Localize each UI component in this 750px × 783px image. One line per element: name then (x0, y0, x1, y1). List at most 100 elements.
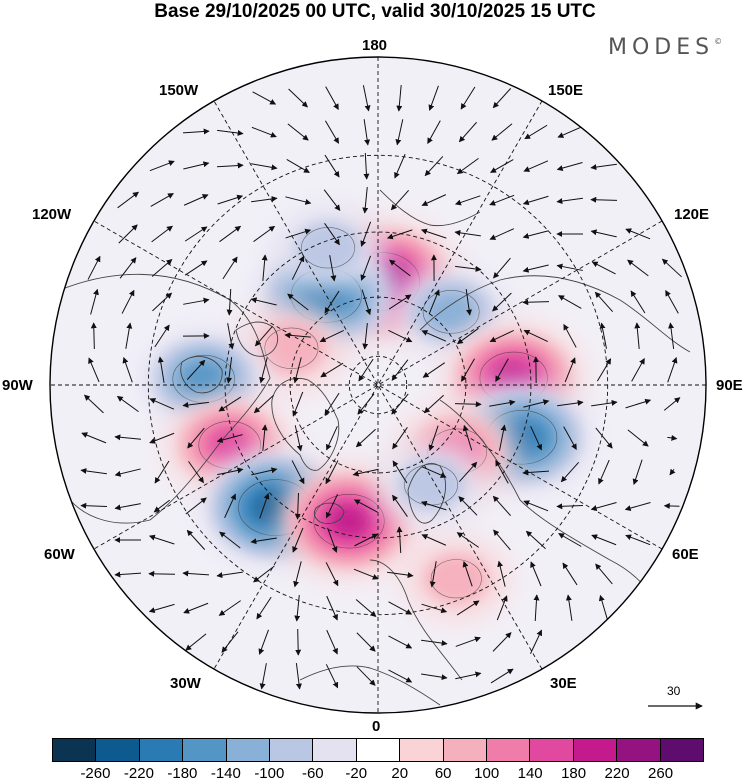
hudson-bay-coast (180, 355, 223, 394)
wind-vector (421, 466, 447, 478)
wind-vector (428, 289, 440, 315)
map-disc (50, 57, 706, 713)
colorbar-tick-label: 20 (391, 765, 409, 782)
wind-vector (320, 362, 344, 378)
wind-vector (390, 189, 410, 211)
anomaly-contour (397, 458, 465, 511)
wind-vector (221, 631, 239, 653)
wind-vector (114, 571, 142, 578)
wind-vector (152, 292, 173, 312)
wind-vector (184, 226, 208, 242)
lon-label-120e: 120E (674, 206, 710, 223)
wind-vector (492, 88, 512, 109)
wind-vector (80, 467, 107, 475)
wind-vector (562, 562, 578, 586)
wind-vector (357, 393, 375, 415)
colorbar-swatch (617, 739, 661, 761)
colorbar-swatch (443, 739, 488, 761)
wind-vector (360, 255, 372, 281)
wind-vector (596, 358, 612, 382)
wind-vector (522, 264, 549, 273)
north-america-coast (59, 273, 271, 524)
wind-vector (454, 401, 482, 408)
wind-vector (462, 560, 473, 587)
wind-vector (421, 673, 448, 681)
wind-vector (183, 161, 210, 170)
wind-vector (259, 493, 270, 519)
wind-vector (219, 531, 241, 549)
lon-label-150w: 150W (159, 82, 199, 99)
wind-vector (564, 357, 576, 383)
colorbar-tick-label: -140 (210, 765, 241, 782)
wind-vector (360, 221, 372, 247)
wind-vector (251, 126, 277, 138)
wind-vector (420, 500, 447, 511)
wind-vector (182, 401, 209, 408)
wind-vector (154, 460, 170, 484)
wind-vector (216, 162, 244, 169)
wind-vector (530, 425, 542, 451)
wind-vector (150, 193, 174, 207)
wind-vector (329, 255, 337, 282)
wind-vector (627, 259, 649, 277)
wind-vector (498, 424, 507, 451)
wind-vector (625, 228, 651, 240)
wind-vector (324, 154, 340, 178)
wind-vector (218, 600, 241, 616)
wind-vector (557, 126, 583, 138)
wind-vector (423, 394, 444, 414)
anomaly-contour (208, 428, 252, 462)
wind-vector (122, 357, 133, 383)
wind-vector (325, 86, 339, 110)
wind-vector (362, 85, 371, 112)
wind-vector (530, 561, 542, 587)
wind-vector (324, 290, 340, 314)
wind-vector (489, 329, 514, 343)
wind-vector (523, 160, 549, 172)
colorbar-swatch (226, 739, 271, 761)
wind-vector (627, 429, 649, 447)
wind-vector (183, 194, 209, 206)
wind-vector (323, 189, 341, 211)
wind-vector (395, 119, 404, 146)
wind-vector (187, 427, 205, 449)
wind-vector (252, 91, 277, 105)
wind-vector (87, 255, 101, 280)
lon-label-90e: 90E (716, 377, 743, 394)
wind-vector (625, 534, 651, 546)
wind-vector (458, 496, 478, 516)
wind-vector (388, 329, 413, 343)
wind-vector (391, 359, 409, 381)
wind-vector (396, 526, 403, 554)
wind-vector (455, 671, 482, 680)
wind-vector (90, 288, 99, 315)
wind-vector (251, 467, 278, 476)
wind-vector (256, 596, 272, 620)
wind-vector (422, 362, 446, 378)
lon-label-30e: 30E (550, 675, 577, 692)
wind-vector (119, 257, 137, 279)
wind-vector (148, 534, 175, 545)
wind-vector (362, 187, 369, 214)
wind-vector (251, 195, 278, 203)
anomaly-isoline (301, 227, 355, 269)
colorbar-swatch (53, 739, 97, 761)
wind-vector (222, 256, 238, 280)
anomaly-contour (424, 554, 488, 604)
wind-vector (324, 223, 340, 246)
wind-vector (217, 194, 244, 205)
wind-vector (157, 356, 165, 383)
wind-vector (284, 332, 311, 339)
wind-vector (456, 327, 479, 345)
wind-vector (227, 323, 235, 350)
wind-vector (424, 156, 444, 177)
wind-vector (295, 628, 302, 656)
wind-vector (254, 325, 273, 347)
wind-vector (556, 263, 583, 271)
wind-vector (326, 595, 338, 621)
wind-vector (353, 568, 379, 580)
wind-vector (492, 632, 512, 652)
wind-vector (226, 288, 233, 316)
wind-vector (114, 434, 141, 441)
wind-vector (560, 461, 580, 483)
